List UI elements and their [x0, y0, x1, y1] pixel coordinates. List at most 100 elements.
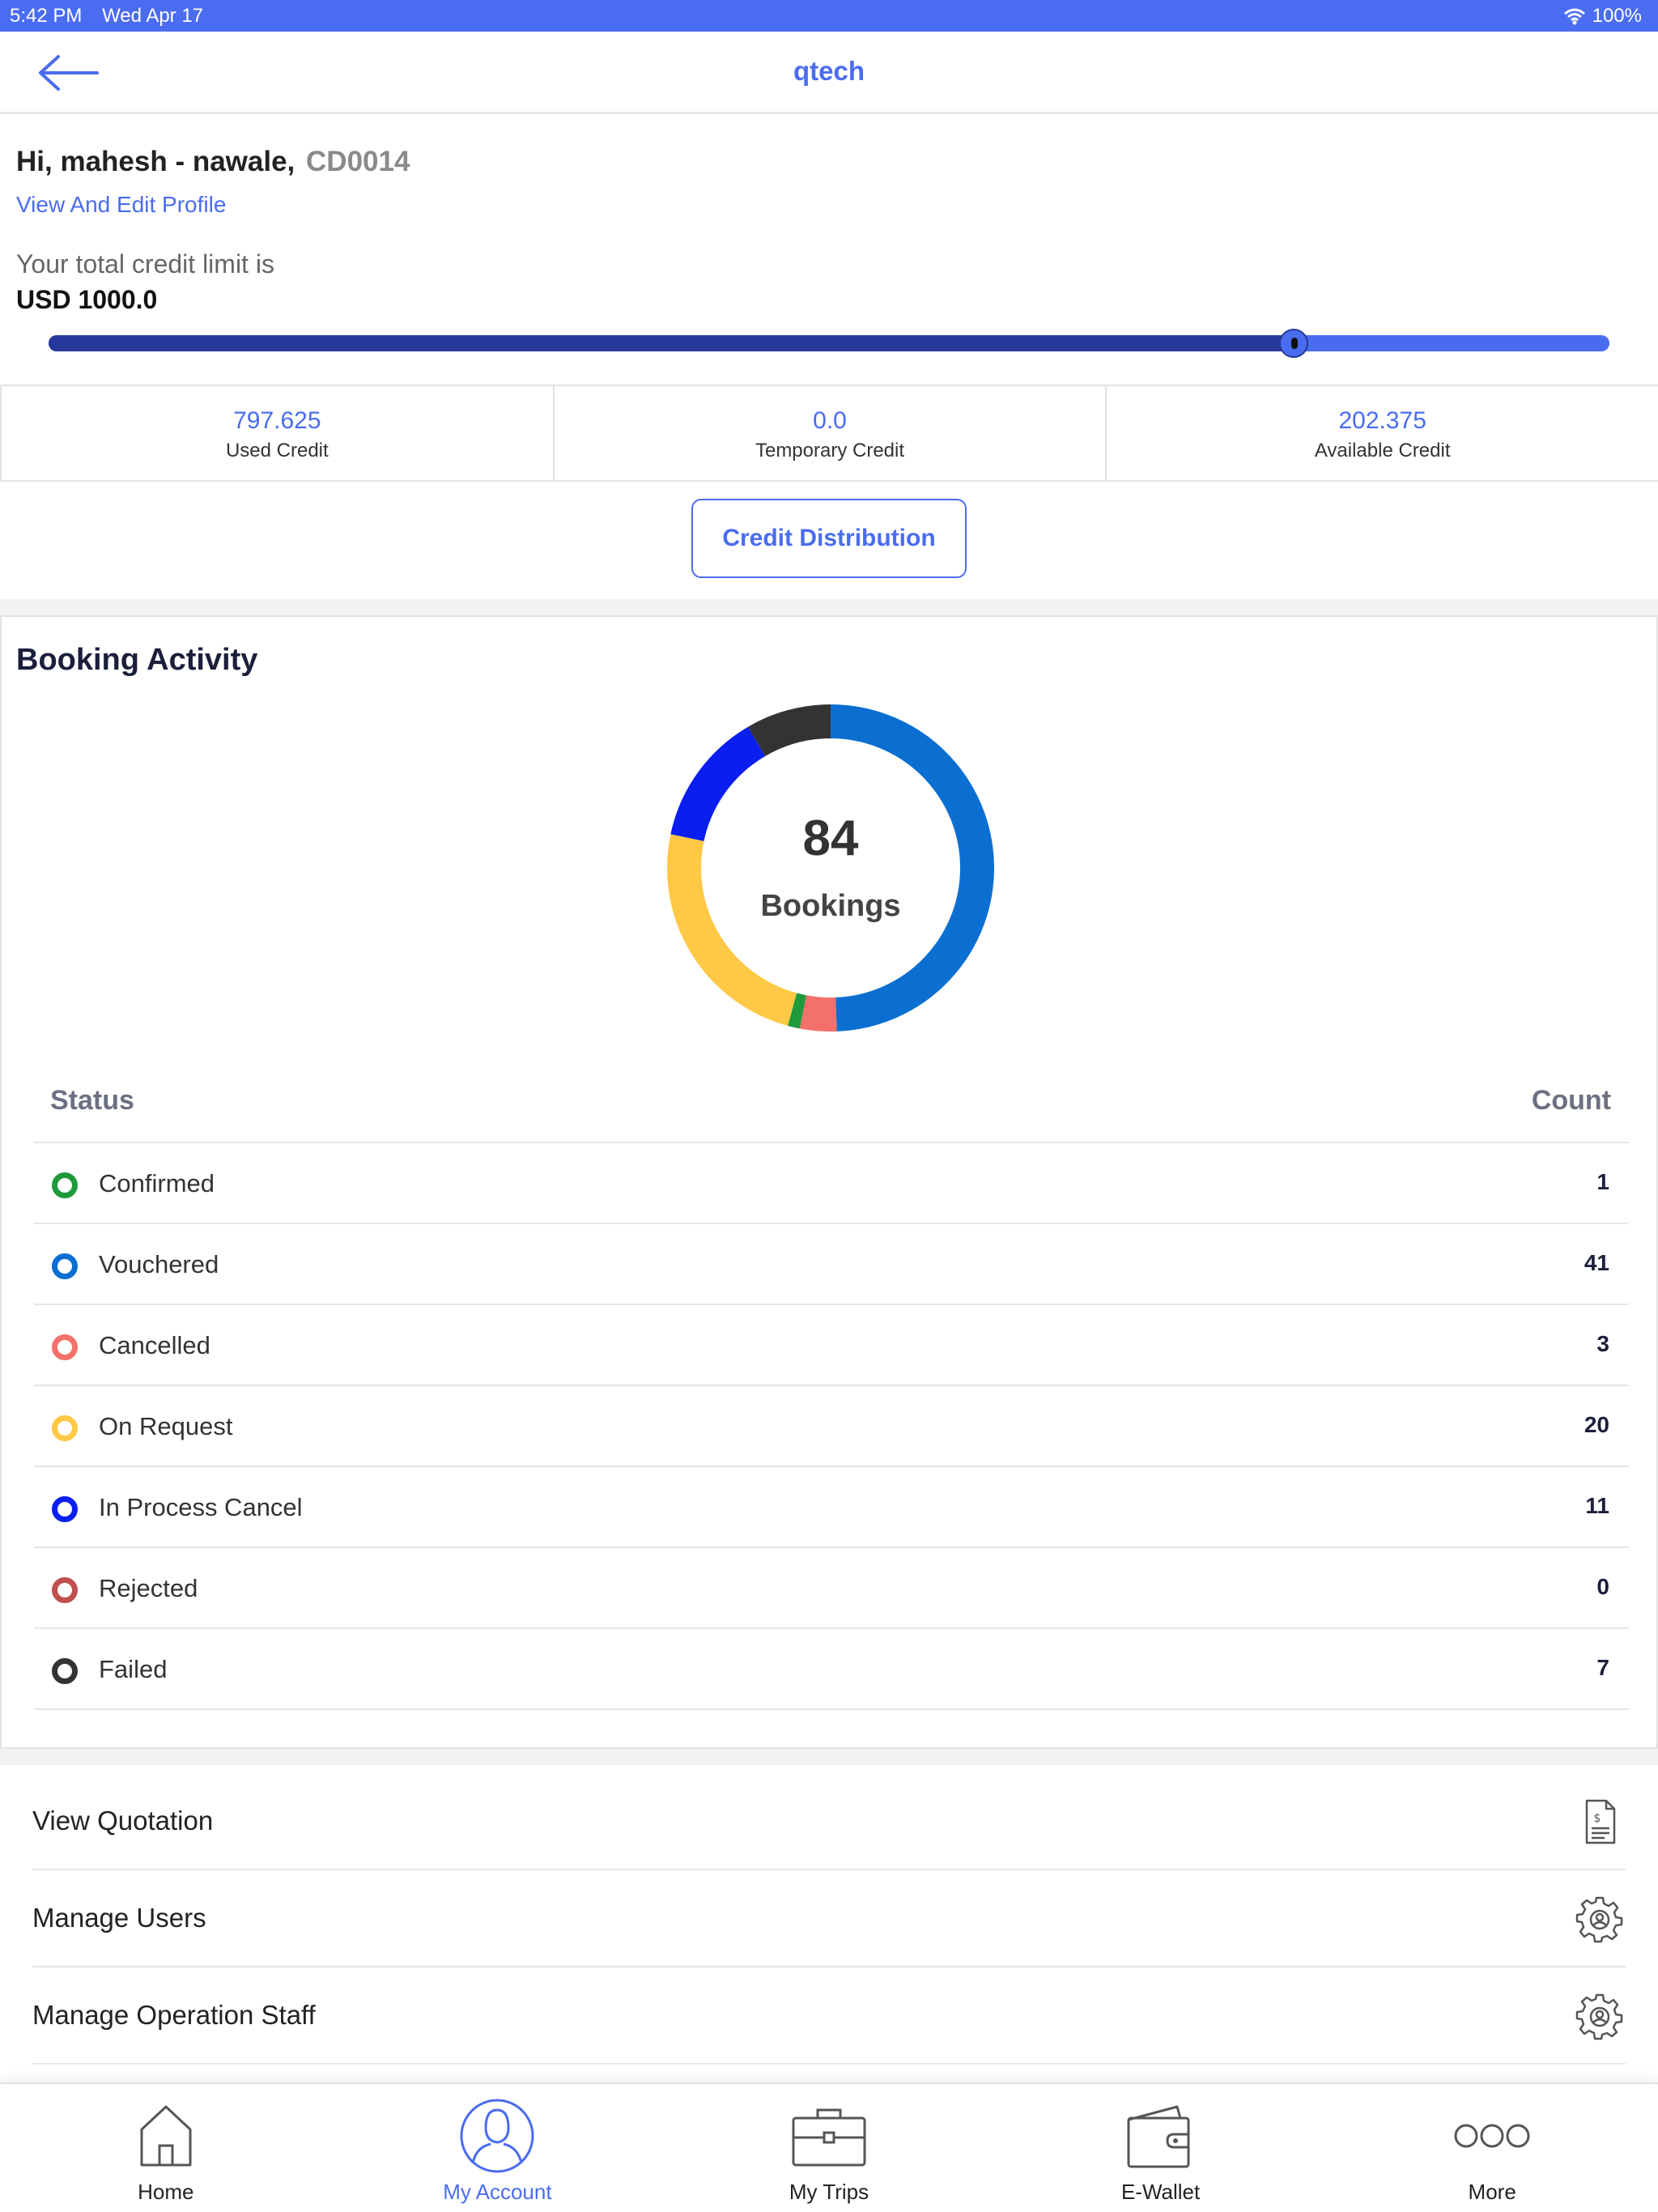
available-credit-box: 202.375 Available Credit: [1107, 386, 1658, 480]
donut-total: 84: [802, 810, 859, 866]
credit-limit-amount: USD 1000.0: [16, 285, 158, 314]
credit-summary: 797.625 Used Credit 0.0 Temporary Credit…: [0, 385, 1658, 482]
briefcase-icon: [792, 2108, 866, 2167]
menu-divider: [32, 2063, 1626, 2065]
credit-slider-thumb[interactable]: [1279, 329, 1308, 358]
status-row: Cancelled 3: [34, 1305, 1629, 1386]
manage-operation-staff-label: Manage Operation Staff: [32, 2000, 316, 2030]
status-bar: 5:42 PM Wed Apr 17 100%: [0, 0, 1658, 32]
greeting-name: Hi, mahesh - nawale,: [16, 146, 295, 177]
tab-home[interactable]: Home: [0, 2084, 332, 2212]
booking-donut-chart: 84 Bookings: [667, 704, 994, 1032]
credit-limit-label: Your total credit limit is: [16, 249, 274, 279]
used-credit-value: 797.625: [233, 407, 321, 434]
status-count: 11: [1585, 1493, 1609, 1518]
tab-more[interactable]: More: [1326, 2084, 1658, 2212]
status-date: Wed Apr 17: [102, 5, 204, 27]
status-bar-right: 100%: [1563, 5, 1642, 28]
gear-icon: [1575, 1993, 1623, 2040]
donut-slice-failed: [747, 704, 831, 757]
status-name: In Process Cancel: [99, 1493, 303, 1521]
menu-divider: [32, 1966, 1626, 1967]
status-table-header: Status Count: [34, 1070, 1629, 1143]
tab-my-account[interactable]: My Account: [332, 2084, 664, 2212]
manage-users-item[interactable]: Manage Users: [0, 1870, 1658, 1967]
manage-users-label: Manage Users: [32, 1903, 206, 1933]
section-divider: [0, 1749, 1658, 1765]
menu-divider: [32, 1869, 1626, 1870]
temporary-credit-value: 0.0: [813, 407, 847, 434]
svg-text:$: $: [1594, 1812, 1601, 1825]
status-count: 0: [1596, 1574, 1609, 1599]
status-dot-icon: [52, 1577, 78, 1603]
booking-activity-title: Booking Activity: [16, 643, 258, 677]
status-row: Confirmed 1: [34, 1143, 1629, 1224]
credit-distribution-button[interactable]: Credit Distribution: [691, 499, 967, 578]
status-name: Confirmed: [99, 1169, 215, 1197]
status-row: Failed 7: [34, 1629, 1629, 1710]
status-dot-icon: [52, 1253, 78, 1279]
booking-activity-card: Booking Activity 84 Bookings Status Coun…: [0, 615, 1658, 1749]
status-dot-icon: [52, 1415, 78, 1441]
bottom-tab-bar: Home My Account My Trips E-Wallet: [0, 2082, 1658, 2212]
donut-total-label: Bookings: [760, 889, 901, 923]
arrow-left-icon: [39, 55, 99, 91]
tab-my-trips[interactable]: My Trips: [663, 2084, 995, 2212]
status-count: 3: [1596, 1331, 1609, 1356]
count-column-header: Count: [1531, 1085, 1611, 1116]
status-count: 20: [1584, 1412, 1609, 1437]
nav-bar: qtech: [0, 32, 1658, 114]
status-count: 7: [1596, 1655, 1609, 1680]
more-icon: [1454, 2124, 1530, 2148]
status-dot-icon: [52, 1658, 78, 1684]
temporary-credit-box: 0.0 Temporary Credit: [555, 386, 1107, 480]
page-title: qtech: [793, 56, 865, 86]
status-count: 41: [1584, 1250, 1609, 1275]
credit-slider-fill: [49, 335, 1294, 351]
status-row: In Process Cancel 11: [34, 1467, 1629, 1548]
account-icon: [460, 2099, 534, 2173]
available-credit-label: Available Credit: [1314, 440, 1451, 462]
section-divider: [0, 599, 1658, 615]
status-dot-icon: [52, 1172, 78, 1198]
gear-icon: [1575, 1896, 1623, 1943]
manage-operation-staff-item[interactable]: Manage Operation Staff: [0, 1967, 1658, 2065]
status-bar-left: 5:42 PM Wed Apr 17: [10, 5, 203, 28]
battery-level: 100%: [1592, 5, 1642, 27]
status-name: Failed: [99, 1655, 168, 1683]
tab-home-label: Home: [138, 2180, 194, 2204]
tab-e-wallet-label: E-Wallet: [1120, 2180, 1201, 2204]
view-quotation-label: View Quotation: [32, 1806, 214, 1836]
status-name: Cancelled: [99, 1331, 210, 1359]
customer-code: CD0014: [306, 146, 410, 177]
status-row: On Request 20: [34, 1386, 1629, 1467]
tab-e-wallet[interactable]: E-Wallet: [995, 2084, 1327, 2212]
status-row: Rejected 0: [34, 1548, 1629, 1629]
donut-slice-vouchered: [830, 704, 994, 1032]
tab-more-label: More: [1468, 2180, 1516, 2204]
donut-slice-confirmed: [788, 993, 807, 1029]
status-name: Rejected: [99, 1574, 198, 1602]
donut-svg: [667, 704, 994, 1032]
wallet-icon: [1127, 2105, 1190, 2168]
status-row: Vouchered 41: [34, 1224, 1629, 1305]
status-time: 5:42 PM: [10, 5, 83, 27]
status-count: 1: [1596, 1169, 1609, 1194]
donut-slice-in-process-cancel: [670, 726, 766, 842]
view-edit-profile-link[interactable]: View And Edit Profile: [16, 192, 227, 217]
home-icon: [140, 2105, 192, 2167]
quotation-document-icon: $: [1585, 1799, 1616, 1844]
used-credit-box: 797.625 Used Credit: [0, 386, 555, 480]
status-dot-icon: [52, 1496, 78, 1522]
tab-my-trips-label: My Trips: [789, 2180, 869, 2204]
view-quotation-item[interactable]: View Quotation $: [0, 1773, 1658, 1870]
status-name: On Request: [99, 1412, 233, 1440]
temporary-credit-label: Temporary Credit: [755, 440, 905, 462]
available-credit-value: 202.375: [1338, 407, 1426, 434]
wifi-icon: [1563, 8, 1585, 25]
donut-slice-cancelled: [800, 995, 837, 1032]
back-button[interactable]: [37, 54, 102, 91]
status-column-header: Status: [50, 1085, 134, 1116]
greeting: Hi, mahesh - nawale, CD0014: [16, 146, 410, 178]
credit-slider[interactable]: [49, 329, 1609, 358]
